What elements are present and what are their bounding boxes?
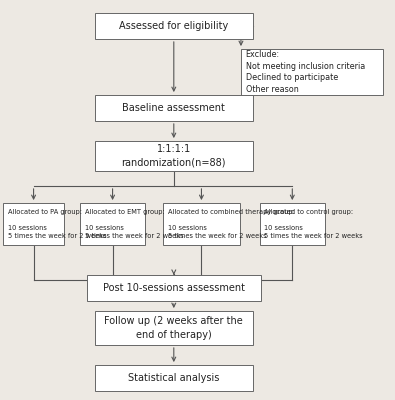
Text: Follow up (2 weeks after the
end of therapy): Follow up (2 weeks after the end of ther… bbox=[104, 316, 243, 340]
FancyBboxPatch shape bbox=[95, 311, 253, 345]
FancyBboxPatch shape bbox=[95, 141, 253, 171]
FancyBboxPatch shape bbox=[95, 95, 253, 121]
Text: Allocated to PA group:

10 sessions
5 times the week for 2 weeks: Allocated to PA group: 10 sessions 5 tim… bbox=[8, 209, 106, 239]
Text: Statistical analysis: Statistical analysis bbox=[128, 373, 220, 383]
FancyBboxPatch shape bbox=[163, 203, 240, 245]
FancyBboxPatch shape bbox=[241, 49, 383, 95]
FancyBboxPatch shape bbox=[87, 275, 261, 301]
Text: Post 10-sessions assessment: Post 10-sessions assessment bbox=[103, 283, 245, 293]
FancyBboxPatch shape bbox=[95, 13, 253, 39]
FancyBboxPatch shape bbox=[260, 203, 325, 245]
Text: Allocated to combined therapy group:

10 sessions
5 times the week for 2 weeks: Allocated to combined therapy group: 10 … bbox=[168, 209, 295, 239]
Text: Exclude:
Not meeting inclusion criteria
Declined to participate
Other reason: Exclude: Not meeting inclusion criteria … bbox=[246, 50, 365, 94]
FancyBboxPatch shape bbox=[95, 365, 253, 391]
Text: Assessed for eligibility: Assessed for eligibility bbox=[119, 21, 228, 31]
FancyBboxPatch shape bbox=[3, 203, 64, 245]
Text: Baseline assessment: Baseline assessment bbox=[122, 103, 225, 113]
Text: Allocated to control group:

10 sessions
5 times the week for 2 weeks: Allocated to control group: 10 sessions … bbox=[265, 209, 363, 239]
Text: 1:1:1:1
randomization(n=88): 1:1:1:1 randomization(n=88) bbox=[122, 144, 226, 168]
Text: Allocated to EMT group:

10 sessions
5 times the week for 2 weeks: Allocated to EMT group: 10 sessions 5 ti… bbox=[85, 209, 183, 239]
FancyBboxPatch shape bbox=[80, 203, 145, 245]
